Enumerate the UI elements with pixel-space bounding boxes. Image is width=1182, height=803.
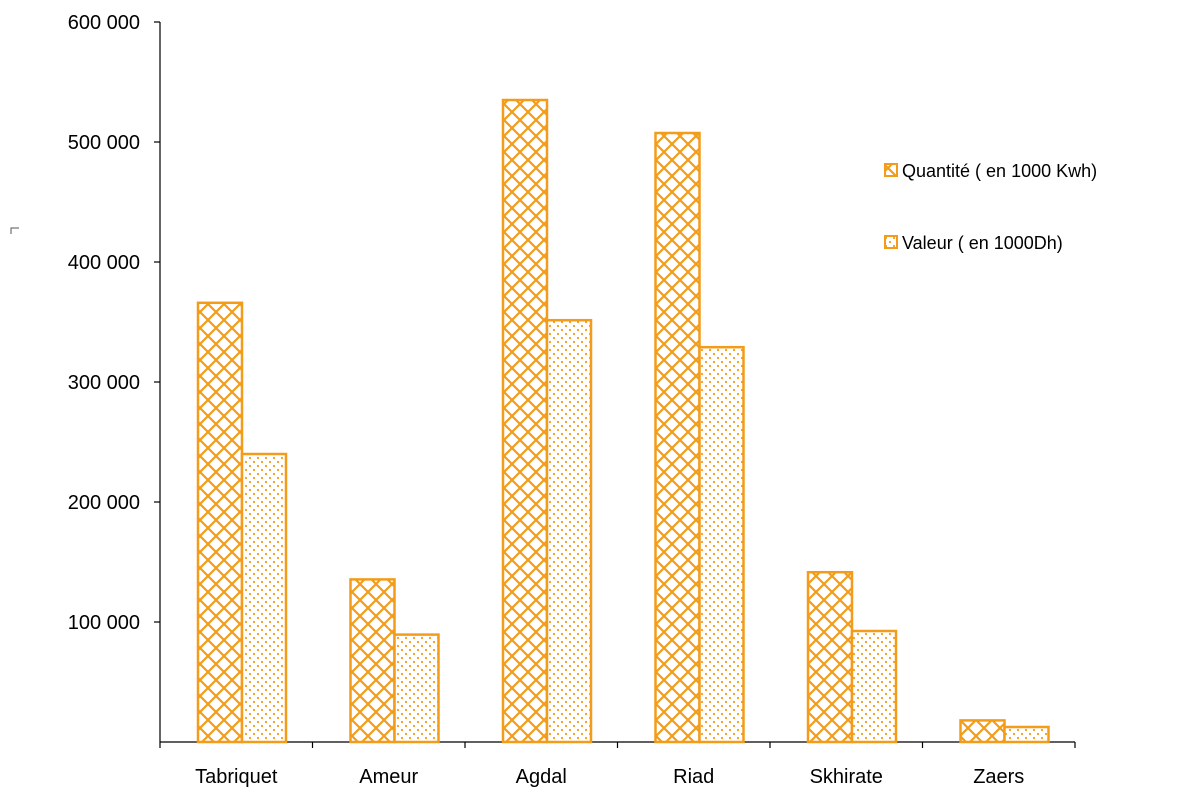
x-tick-label: Tabriquet (195, 766, 278, 788)
x-tick-label: Zaers (973, 766, 1024, 788)
bar-valeur-zaers (1003, 725, 1050, 744)
bar-quantite-tabriquet (196, 301, 244, 744)
x-tick-label: Ameur (359, 766, 418, 788)
x-tick-label: Agdal (516, 766, 567, 788)
y-tick-label: 300 000 (68, 372, 140, 394)
bar-quantite-agdal (501, 98, 549, 744)
y-tick-label: 600 000 (68, 12, 140, 34)
legend: Quantité ( en 1000 Kwh) Valeur ( en 1000… (884, 161, 1097, 253)
legend-label-quantite: Quantité ( en 1000 Kwh) (902, 161, 1097, 181)
bar-valeur-skhirate (850, 629, 898, 744)
legend-label-valeur: Valeur ( en 1000Dh) (902, 233, 1063, 253)
legend-swatch-quantite (884, 163, 898, 177)
bar-quantite-riad (654, 131, 701, 744)
bar-quantite-skhirate (806, 570, 854, 744)
x-tick-label: Riad (673, 766, 714, 788)
x-tick-label: Skhirate (810, 766, 883, 788)
y-tick-label: 500 000 (68, 132, 140, 154)
corner-mark (10, 227, 19, 234)
y-tick-label: 200 000 (68, 492, 140, 514)
bar-quantite-ameur (349, 578, 396, 744)
bar-valeur-agdal (545, 318, 593, 744)
bar-valeur-tabriquet (240, 452, 288, 744)
y-tick-label: 100 000 (68, 612, 140, 634)
legend-swatch-valeur (884, 235, 898, 249)
bar-group (196, 98, 1050, 744)
x-tick-label-group: Tabriquet Ameur Agdal Riad Skhirate Zaers (195, 766, 1024, 788)
bar-valeur-ameur (393, 633, 440, 744)
x-tick-group (159, 742, 1076, 748)
y-tick-label: 400 000 (68, 252, 140, 274)
y-tick-group: 100 000 200 000 300 000 400 000 500 000 600 0… (68, 12, 160, 634)
bar-valeur-riad (698, 345, 745, 744)
bar-quantite-zaers (959, 719, 1006, 744)
